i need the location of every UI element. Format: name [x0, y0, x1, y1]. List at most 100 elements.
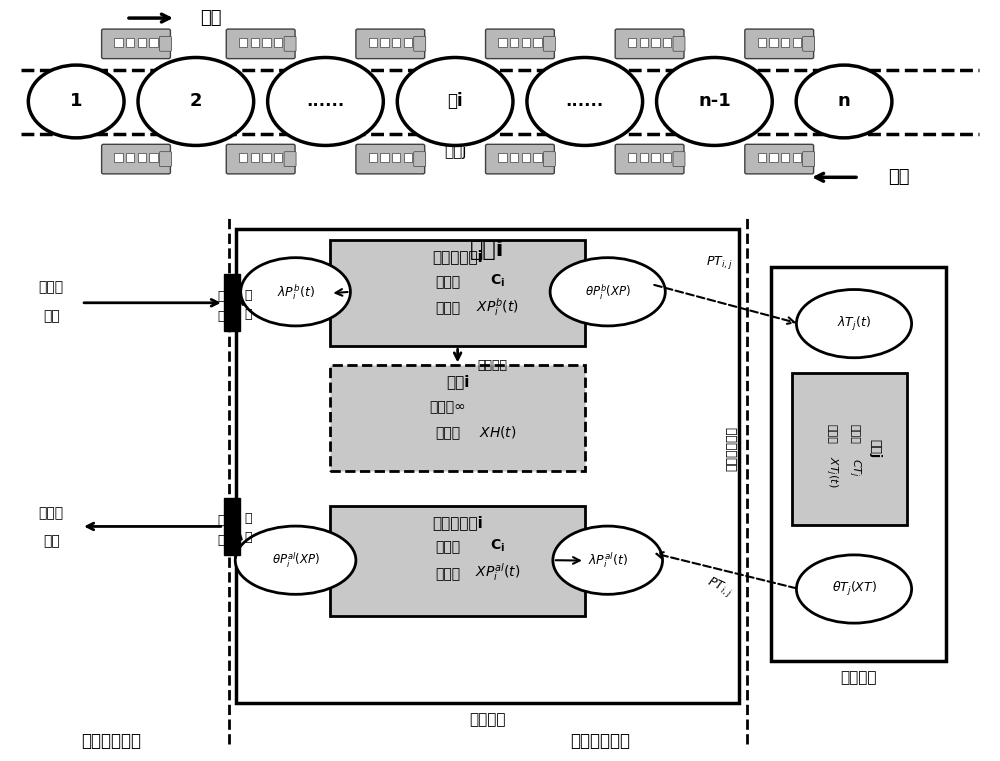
- Bar: [498, 38, 507, 47]
- FancyBboxPatch shape: [102, 29, 170, 59]
- FancyBboxPatch shape: [159, 151, 171, 167]
- Ellipse shape: [796, 65, 892, 138]
- Bar: [758, 38, 766, 47]
- Text: 2: 2: [190, 93, 202, 110]
- Text: 进站乘降区i: 进站乘降区i: [432, 250, 483, 264]
- Text: $\mathbf{C_i}$: $\mathbf{C_i}$: [490, 537, 505, 554]
- Text: 排队网络外部: 排队网络外部: [81, 731, 141, 750]
- Bar: [392, 153, 400, 162]
- Bar: [224, 498, 240, 555]
- Ellipse shape: [553, 526, 663, 594]
- Text: 站: 站: [245, 531, 252, 544]
- Bar: [640, 153, 648, 162]
- Bar: [330, 365, 585, 472]
- Bar: [369, 153, 377, 162]
- Bar: [781, 38, 789, 47]
- Bar: [149, 153, 158, 162]
- Text: $\mathbf{C_i}$: $\mathbf{C_i}$: [490, 272, 505, 288]
- Text: 列车系统: 列车系统: [840, 670, 877, 685]
- Bar: [522, 38, 530, 47]
- FancyBboxPatch shape: [543, 37, 555, 51]
- Text: 1: 1: [70, 93, 82, 110]
- FancyBboxPatch shape: [226, 29, 295, 59]
- FancyBboxPatch shape: [284, 37, 296, 51]
- Text: $\lambda P_i^{al}(t)$: $\lambda P_i^{al}(t)$: [588, 550, 628, 570]
- Bar: [533, 38, 542, 47]
- Text: 人数：: 人数：: [435, 567, 460, 581]
- Bar: [224, 275, 240, 331]
- Text: 机: 机: [218, 533, 225, 546]
- Bar: [274, 153, 282, 162]
- Bar: [663, 38, 671, 47]
- FancyBboxPatch shape: [673, 151, 685, 167]
- Text: $XH(t)$: $XH(t)$: [479, 424, 516, 440]
- Text: 网络输: 网络输: [39, 281, 64, 295]
- Bar: [330, 505, 585, 616]
- Bar: [771, 267, 946, 661]
- Ellipse shape: [235, 526, 356, 594]
- Text: 上行: 上行: [888, 168, 910, 186]
- Text: 车站i: 车站i: [470, 240, 505, 260]
- Text: 列车j: 列车j: [868, 439, 881, 458]
- Bar: [792, 373, 907, 524]
- Ellipse shape: [527, 58, 643, 145]
- Ellipse shape: [657, 58, 772, 145]
- Bar: [251, 153, 259, 162]
- FancyBboxPatch shape: [159, 37, 171, 51]
- Text: 排队溢出: 排队溢出: [478, 359, 508, 372]
- Bar: [149, 38, 158, 47]
- Bar: [510, 38, 518, 47]
- Bar: [769, 153, 778, 162]
- FancyBboxPatch shape: [414, 37, 426, 51]
- Text: 下行: 下行: [200, 9, 222, 27]
- Text: $PT_{i,j}$: $PT_{i,j}$: [704, 574, 735, 600]
- Bar: [251, 38, 259, 47]
- Text: ......: ......: [306, 93, 345, 110]
- Text: 容量：: 容量：: [850, 424, 860, 444]
- Ellipse shape: [796, 289, 912, 358]
- Text: 容量：∞: 容量：∞: [429, 400, 466, 414]
- Bar: [114, 153, 123, 162]
- Bar: [138, 153, 146, 162]
- FancyBboxPatch shape: [414, 151, 426, 167]
- Bar: [663, 153, 671, 162]
- Ellipse shape: [550, 258, 665, 326]
- Text: $XP_i^b(t)$: $XP_i^b(t)$: [476, 296, 519, 318]
- Bar: [239, 38, 247, 47]
- Bar: [239, 153, 247, 162]
- Text: $PT_{i,j}$: $PT_{i,j}$: [706, 253, 733, 271]
- Text: 站i: 站i: [447, 93, 463, 110]
- Text: 网络输: 网络输: [39, 506, 64, 520]
- FancyBboxPatch shape: [486, 29, 554, 59]
- Text: $\lambda T_j(t)$: $\lambda T_j(t)$: [837, 314, 871, 333]
- Text: $\theta P_i^{al}(XP)$: $\theta P_i^{al}(XP)$: [272, 550, 320, 570]
- Ellipse shape: [28, 65, 124, 138]
- Bar: [369, 38, 377, 47]
- Bar: [758, 153, 766, 162]
- Text: 机: 机: [218, 310, 225, 323]
- Text: $\theta P_i^b(XP)$: $\theta P_i^b(XP)$: [585, 282, 631, 301]
- Text: 进: 进: [245, 288, 252, 301]
- Bar: [404, 38, 412, 47]
- Bar: [533, 153, 542, 162]
- FancyBboxPatch shape: [745, 29, 814, 59]
- Text: n: n: [838, 93, 850, 110]
- FancyBboxPatch shape: [486, 145, 554, 174]
- Text: n-1: n-1: [698, 93, 731, 110]
- Text: 站: 站: [245, 307, 252, 320]
- Bar: [522, 153, 530, 162]
- FancyBboxPatch shape: [673, 37, 685, 51]
- FancyBboxPatch shape: [615, 145, 684, 174]
- Bar: [138, 38, 146, 47]
- Bar: [651, 153, 660, 162]
- Text: $\theta T_j(XT)$: $\theta T_j(XT)$: [832, 580, 876, 598]
- Text: 闸: 闸: [218, 290, 225, 303]
- Ellipse shape: [796, 555, 912, 623]
- Bar: [628, 153, 636, 162]
- Bar: [498, 153, 507, 162]
- Bar: [262, 38, 271, 47]
- Bar: [126, 38, 134, 47]
- FancyBboxPatch shape: [745, 145, 814, 174]
- Text: $CT_j$: $CT_j$: [846, 458, 863, 477]
- Bar: [262, 153, 271, 162]
